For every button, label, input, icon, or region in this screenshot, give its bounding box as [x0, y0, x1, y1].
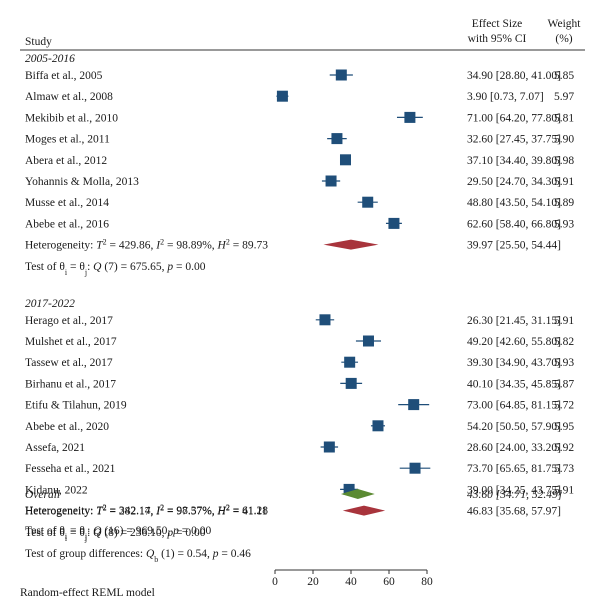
effect-size-ci: 26.30 [21.45, 31.15]: [467, 315, 561, 327]
effect-marker: [372, 420, 384, 432]
overall-label: Overall: [25, 489, 60, 501]
effect-marker: [345, 377, 357, 389]
header-weight: Weight: [548, 18, 582, 30]
study-weight: 5.91: [554, 315, 574, 327]
x-axis-tick-label: 60: [383, 576, 395, 588]
model-note: Random-effect REML model: [20, 587, 155, 599]
effect-size-ci: 40.10 [34.35, 45.85]: [467, 378, 561, 390]
study-label: Assefa, 2021: [25, 442, 85, 454]
effect-size-ci: 54.20 [50.50, 57.90]: [467, 421, 561, 433]
x-axis-tick-label: 40: [345, 576, 357, 588]
effect-size-ci: 28.60 [24.00, 33.20]: [467, 442, 561, 454]
effect-size-ci: 73.00 [64.85, 81.15]: [467, 400, 561, 412]
study-label: Moges et al., 2011: [25, 134, 110, 146]
effect-size-ci: 62.60 [58.40, 66.80]: [467, 218, 561, 230]
study-label: Abebe et al., 2020: [25, 421, 109, 433]
study-label: Abebe et al., 2016: [25, 218, 109, 230]
study-label: Biffa et al., 2005: [25, 70, 103, 82]
group-label: 2017-2022: [25, 298, 75, 310]
effect-marker: [362, 196, 374, 208]
header-study: Study: [25, 36, 52, 48]
effect-marker: [409, 462, 421, 474]
overall-heterogeneity: Heterogeneity: T2 = 342.14, I2 = 98.37%,…: [25, 503, 268, 518]
effect-size-ci: 73.70 [65.65, 81.75]: [467, 463, 561, 475]
effect-size-ci: 34.90 [28.80, 41.00]: [467, 70, 561, 82]
header-effect-size: Effect Size: [472, 18, 523, 30]
study-label: Mulshet et al., 2017: [25, 336, 117, 348]
effect-marker: [335, 69, 347, 81]
effect-size-ci: 3.90 [0.73, 7.07]: [467, 91, 544, 103]
study-weight: 5.92: [554, 442, 574, 454]
effect-size-ci: 37.10 [34.40, 39.80]: [467, 155, 561, 167]
x-axis-tick-label: 0: [272, 576, 278, 588]
study-weight: 5.91: [554, 484, 574, 496]
effect-marker: [362, 335, 374, 347]
effect-size-ci: 49.20 [42.60, 55.80]: [467, 336, 561, 348]
study-weight: 5.81: [554, 112, 574, 124]
effect-marker: [276, 90, 288, 102]
effect-size-ci: 32.60 [27.45, 37.75]: [467, 134, 561, 146]
overall-diamond: [340, 489, 375, 499]
x-axis-tick-label: 80: [421, 576, 433, 588]
group-heterogeneity: Heterogeneity: T2 = 429.86, I2 = 98.89%,…: [25, 237, 268, 252]
group-differences-test: Test of group differences: Qb (1) = 0.54…: [25, 548, 251, 564]
study-label: Tassew et al., 2017: [25, 357, 113, 369]
study-weight: 5.97: [554, 91, 574, 103]
effect-marker: [325, 175, 337, 187]
effect-marker: [323, 441, 335, 453]
effect-marker: [408, 399, 420, 411]
effect-marker: [404, 111, 416, 123]
effect-size-ci: 39.30 [34.90, 43.70]: [467, 357, 561, 369]
group-pooled-diamond: [323, 239, 379, 250]
study-weight: 5.89: [554, 197, 574, 209]
study-label: Kidanu, 2022: [25, 484, 88, 496]
group-test: Test of θi = θj: Q (8) = 236.10, p = 0.0…: [25, 527, 206, 543]
overall-ci: 43.60 [34.71, 52.49]: [467, 489, 562, 501]
study-weight: 5.91: [554, 176, 574, 188]
study-weight: 5.82: [554, 336, 574, 348]
study-label: Musse et al., 2014: [25, 197, 109, 209]
header-ci: with 95% CI: [468, 33, 527, 45]
study-weight: 5.93: [554, 357, 574, 369]
effect-marker: [343, 483, 355, 495]
effect-marker: [344, 356, 356, 368]
group-heterogeneity: Heterogeneity: T2 = 282.17, I2 = 97.57%,…: [25, 503, 268, 518]
study-weight: 5.73: [554, 463, 574, 475]
group-test: Test of θi = θj: Q (7) = 675.65, p = 0.0…: [25, 261, 206, 277]
effect-size-ci: 71.00 [64.20, 77.80]: [467, 112, 561, 124]
header-weight-unit: (%): [555, 33, 572, 45]
group-pooled-ci: 46.83 [35.68, 57.97]: [467, 506, 561, 518]
group-pooled-diamond: [342, 505, 386, 516]
effect-marker: [319, 314, 331, 326]
study-label: Abera et al., 2012: [25, 155, 107, 167]
study-label: Yohannis & Molla, 2013: [25, 176, 139, 188]
overall-test: Test of θi = θj: Q (16) = 969.50, p = 0.…: [25, 525, 211, 541]
study-label: Fesseha et al., 2021: [25, 463, 116, 475]
study-weight: 5.90: [554, 134, 574, 146]
study-weight: 5.98: [554, 155, 574, 167]
effect-marker: [388, 217, 400, 229]
study-label: Etifu & Tilahun, 2019: [25, 400, 127, 412]
study-label: Mekibib et al., 2010: [25, 112, 118, 124]
study-weight: 5.93: [554, 218, 574, 230]
effect-size-ci: 48.80 [43.50, 54.10]: [467, 197, 561, 209]
study-label: Herago et al., 2017: [25, 315, 113, 327]
study-weight: 5.95: [554, 421, 574, 433]
effect-size-ci: 39.00 [34.25, 43.75]: [467, 484, 561, 496]
study-weight: 5.87: [554, 378, 574, 390]
study-label: Almaw et al., 2008: [25, 91, 113, 103]
group-label: 2005-2016: [25, 53, 75, 65]
effect-marker: [331, 133, 343, 145]
study-label: Birhanu et al., 2017: [25, 378, 116, 390]
study-weight: 5.85: [554, 70, 574, 82]
x-axis-tick-label: 20: [307, 576, 319, 588]
effect-marker: [339, 154, 351, 166]
group-pooled-ci: 39.97 [25.50, 54.44]: [467, 240, 561, 252]
effect-size-ci: 29.50 [24.70, 34.30]: [467, 176, 561, 188]
study-weight: 5.72: [554, 400, 574, 412]
